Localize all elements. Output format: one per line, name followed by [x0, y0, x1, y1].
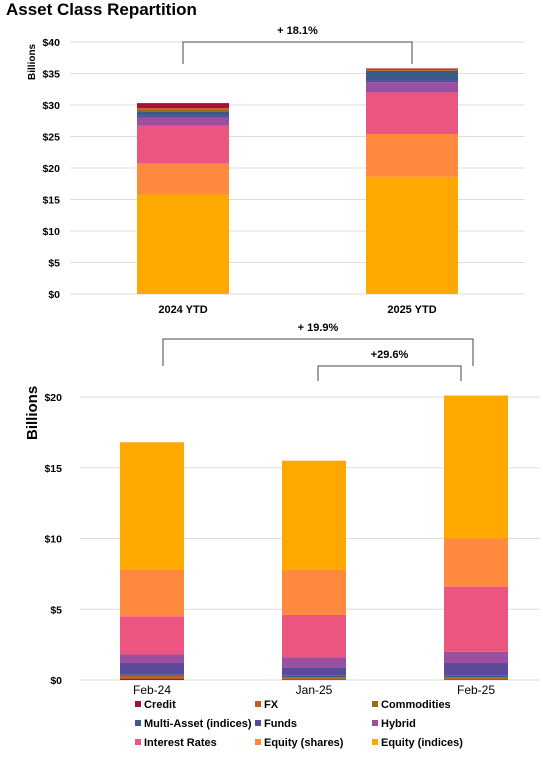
x-tick-label: 2025 YTD	[387, 304, 436, 316]
bar-segment-commodities	[137, 109, 229, 112]
x-tick-label: Feb-24	[133, 683, 171, 697]
bar-segment-hybrid	[282, 657, 346, 668]
bar-segment-hybrid	[366, 82, 458, 93]
bar-segment-multi-asset-indices	[366, 70, 458, 81]
bar-segment-multi-asset-indices	[137, 111, 229, 116]
bar-segment-equity-shares	[444, 538, 508, 587]
bar-segment-equity-indices	[137, 194, 229, 294]
bar-segment-hybrid	[444, 651, 508, 664]
legend-swatch-fx	[255, 701, 261, 707]
growth-label: + 18.1%	[277, 25, 318, 37]
legend-label-credit: Credit	[144, 699, 176, 711]
legend-swatch-multi-asset-indices	[135, 720, 141, 726]
bar-segment-commodities	[366, 70, 458, 71]
bar-segment-interest-rates	[366, 92, 458, 134]
bar-segment-credit	[137, 103, 229, 109]
bar-segment-fx	[444, 678, 508, 680]
legend-swatch-credit	[135, 701, 141, 707]
bar-segment-equity-shares	[120, 569, 184, 617]
bar-segment-credit	[120, 678, 184, 680]
bar-segment-credit	[444, 679, 508, 680]
y-tick-label: $25	[42, 132, 60, 144]
bar-segment-interest-rates	[444, 586, 508, 652]
bar-segment-funds	[120, 663, 184, 675]
y-axis-label: Billions	[27, 43, 38, 80]
y-tick-label: $5	[48, 258, 60, 270]
bar-segment-funds	[137, 115, 229, 118]
growth-label: + 19.9%	[298, 322, 339, 334]
bar-segment-multi-asset-indices	[444, 675, 508, 678]
y-tick-label: $10	[44, 534, 62, 546]
bar-segment-commodities	[120, 675, 184, 678]
bar-segment-interest-rates	[137, 125, 229, 164]
y-tick-label: $30	[42, 100, 60, 112]
x-tick-label: 2024 YTD	[158, 304, 207, 316]
legend-label-commodities: Commodities	[381, 699, 451, 711]
bar-segment-funds	[282, 667, 346, 676]
legend-label-funds: Funds	[264, 718, 297, 730]
legend-swatch-funds	[255, 720, 261, 726]
growth-bracket	[182, 41, 413, 64]
x-tick-label: Feb-25	[457, 683, 495, 697]
bar-segment-credit	[366, 68, 458, 70]
y-tick-label: $10	[42, 226, 60, 238]
y-axis-label: Billions	[24, 386, 41, 440]
y-tick-label: $20	[44, 392, 62, 404]
legend-label-multi-asset-indices: Multi-Asset (indices)	[144, 718, 252, 730]
y-tick-label: $15	[42, 195, 60, 207]
bar-segment-equity-shares	[137, 163, 229, 195]
bar-segment-credit	[282, 679, 346, 680]
bar-segment-interest-rates	[120, 616, 184, 655]
page-title: Asset Class Repartition	[6, 0, 197, 19]
bar-segment-equity-indices	[366, 176, 458, 294]
legend-swatch-equity-shares	[255, 739, 261, 745]
bar-segment-multi-asset-indices	[120, 674, 184, 676]
bar-segment-fx	[366, 69, 458, 71]
bar-segment-equity-indices	[444, 395, 508, 539]
y-tick-label: $35	[42, 69, 60, 81]
y-tick-label: $40	[42, 37, 60, 49]
bar-segment-equity-shares	[282, 569, 346, 615]
legend-swatch-commodities	[372, 701, 378, 707]
x-tick-label: Jan-25	[296, 683, 333, 697]
bar-segment-equity-indices	[282, 460, 346, 570]
legend-label-fx: FX	[264, 699, 279, 711]
bar-segment-equity-shares	[366, 133, 458, 177]
growth-bracket	[162, 338, 474, 366]
bar-segment-hybrid	[137, 117, 229, 126]
bar-segment-hybrid	[120, 654, 184, 664]
legend-label-equity-shares: Equity (shares)	[264, 737, 344, 749]
growth-bracket	[317, 365, 462, 381]
legend-label-equity-indices: Equity (indices)	[381, 737, 463, 749]
bar-segment-equity-indices	[120, 442, 184, 570]
bar-segment-commodities	[282, 677, 346, 679]
bar-segment-funds	[366, 80, 458, 83]
bar-segment-interest-rates	[282, 614, 346, 658]
bar-segment-fx	[137, 108, 229, 110]
legend-swatch-equity-indices	[372, 739, 378, 745]
legend-swatch-interest-rates	[135, 739, 141, 745]
y-tick-label: $0	[50, 675, 62, 687]
legend-label-interest-rates: Interest Rates	[144, 737, 217, 749]
bar-segment-fx	[282, 678, 346, 680]
y-tick-label: $15	[44, 463, 62, 475]
bar-segment-funds	[444, 663, 508, 676]
bar-segment-fx	[120, 677, 184, 679]
growth-label: +29.6%	[371, 349, 409, 361]
bar-segment-commodities	[444, 677, 508, 679]
legend-swatch-hybrid	[372, 720, 378, 726]
y-tick-label: $5	[50, 604, 62, 616]
legend-label-hybrid: Hybrid	[381, 718, 416, 730]
y-tick-label: $20	[42, 163, 60, 175]
y-tick-label: $0	[48, 289, 60, 301]
bar-segment-multi-asset-indices	[282, 675, 346, 678]
